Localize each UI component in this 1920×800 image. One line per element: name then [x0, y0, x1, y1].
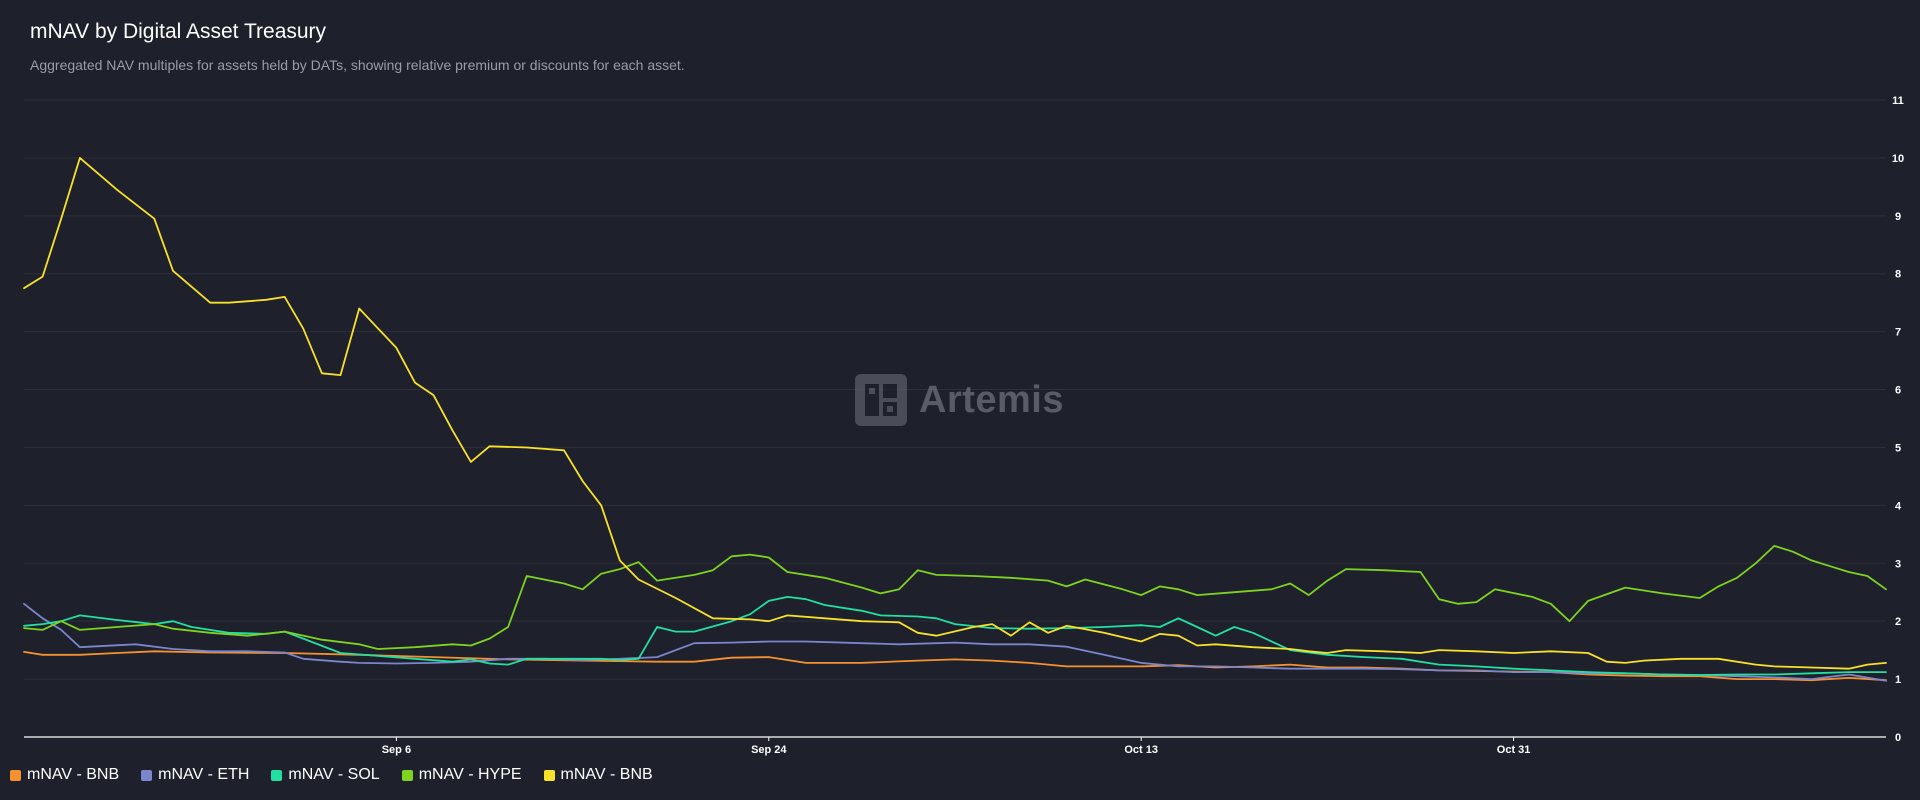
legend-swatch: [271, 769, 283, 781]
y-tick-label: 11: [1892, 95, 1904, 107]
legend-swatch: [141, 769, 153, 781]
grid-layer: [24, 99, 1886, 680]
y-tick-label: 0: [1895, 732, 1901, 744]
legend-item[interactable]: mNAV - SOL: [271, 766, 380, 784]
legend-label: mNAV - BNB: [560, 766, 653, 783]
chart-legend: mNAV - BNB mNAV - ETH mNAV - SOL mNAV - HYP…: [10, 766, 653, 784]
series-line-1[interactable]: [23, 602, 1887, 682]
legend-swatch: [10, 769, 21, 781]
series-line-2[interactable]: [23, 596, 1887, 676]
y-tick-label: 6: [1895, 385, 1901, 397]
y-tick-label: 1: [1895, 674, 1901, 686]
series-line-3[interactable]: [23, 545, 1887, 650]
series-line-0[interactable]: [23, 650, 1887, 682]
y-tick-label: 5: [1895, 442, 1901, 454]
artemis-logo-icon: [855, 374, 907, 426]
legend-swatch: [543, 769, 555, 781]
legend-label: mNAV - HYPE: [418, 766, 522, 783]
chart-title: mNAV by Digital Asset Treasury: [30, 20, 327, 43]
watermark-text: Artemis: [919, 378, 1064, 421]
artemis-watermark: Artemis: [855, 374, 1064, 426]
x-tick-label: Sep 24: [751, 744, 787, 756]
legend-item[interactable]: mNAV - BNB: [543, 766, 653, 784]
y-tick-label: 7: [1895, 327, 1901, 339]
legend-label: mNAV - SOL: [288, 766, 380, 783]
legend-item[interactable]: mNAV - ETH: [141, 766, 249, 784]
legend-label: mNAV - BNB: [27, 766, 120, 783]
y-tick-label: 9: [1895, 211, 1901, 223]
y-tick-label: 8: [1895, 269, 1901, 281]
y-tick-label: 4: [1895, 500, 1902, 512]
legend-item[interactable]: mNAV - HYPE: [401, 766, 522, 784]
legend-swatch: [401, 769, 413, 781]
legend-item[interactable]: mNAV - BNB: [10, 766, 119, 784]
x-tick-label: Oct 13: [1124, 744, 1158, 756]
series-layer: [23, 157, 1887, 682]
chart-subtitle: Aggregated NAV multiples for assets held…: [30, 57, 685, 73]
axis-layer: 0 1 2 3 4 5 6 7 8 9 10 11 Sep 6 Sep 24 Oct 13 Oct 31: [24, 95, 1904, 756]
x-tick-label: Sep 6: [382, 744, 411, 756]
y-tick-label: 2: [1895, 616, 1901, 628]
series-line-4[interactable]: [23, 157, 1887, 670]
x-tick-label: Oct 31: [1497, 744, 1531, 756]
y-tick-label: 10: [1892, 153, 1904, 165]
legend-label: mNAV - ETH: [158, 766, 250, 783]
y-tick-label: 3: [1895, 558, 1901, 570]
